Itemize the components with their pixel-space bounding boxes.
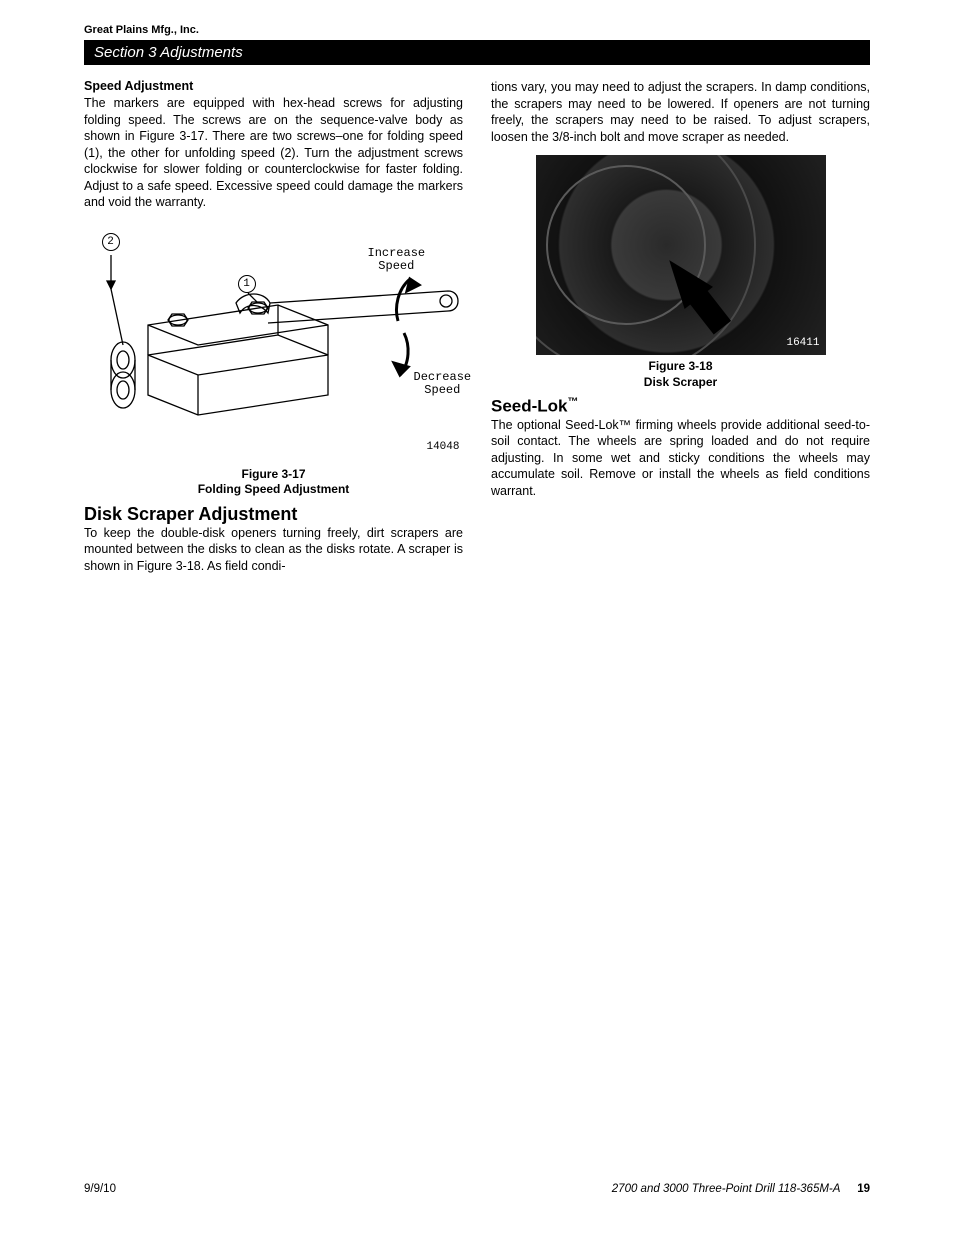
callout-1: 1	[238, 275, 256, 293]
disk-scraper-body-cont: tions vary, you may need to adjust the s…	[491, 79, 870, 145]
trademark-icon: ™	[568, 396, 579, 408]
footer-page-number: 19	[857, 1183, 870, 1195]
footer-manual: 2700 and 3000 Three-Point Drill 118-365M…	[612, 1183, 840, 1195]
figure-3-18-caption: Figure 3-18 Disk Scraper	[491, 359, 870, 390]
figure-3-18-image: 16411	[536, 155, 826, 355]
figure-3-17-caption-a: Figure 3-17	[241, 467, 305, 481]
company-name: Great Plains Mfg., Inc.	[84, 24, 870, 36]
figure-3-18: 16411 Figure 3-18 Disk Scraper	[491, 155, 870, 390]
section-bar: Section 3 Adjustments	[84, 40, 870, 65]
disk-scraper-body: To keep the double-disk openers turning …	[84, 525, 463, 575]
figure-3-17-imagenum: 14048	[426, 441, 459, 453]
figure-3-17-caption-b: Folding Speed Adjustment	[198, 482, 350, 496]
footer-right: 2700 and 3000 Three-Point Drill 118-365M…	[612, 1183, 870, 1195]
seed-lok-heading-text: Seed-Lok	[491, 397, 568, 416]
figure-3-18-caption-a: Figure 3-18	[648, 359, 712, 373]
page-root: Great Plains Mfg., Inc. Section 3 Adjust…	[0, 0, 954, 574]
disk-scraper-heading: Disk Scraper Adjustment	[84, 504, 463, 525]
figure-3-18-caption-b: Disk Scraper	[644, 375, 717, 389]
figure-3-17: 2 1 Increase Speed Decrease Speed 14048 …	[84, 225, 463, 498]
figure-3-17-caption: Figure 3-17 Folding Speed Adjustment	[84, 467, 463, 498]
page-footer: 9/9/10 2700 and 3000 Three-Point Drill 1…	[84, 1183, 870, 1195]
speed-adjust-heading: Speed Adjustment	[84, 79, 463, 93]
left-column: Speed Adjustment The markers are equippe…	[84, 79, 463, 574]
footer-date: 9/9/10	[84, 1183, 116, 1195]
right-column: tions vary, you may need to adjust the s…	[491, 79, 870, 574]
two-column-layout: Speed Adjustment The markers are equippe…	[84, 79, 870, 574]
decrease-speed-label: Decrease Speed	[414, 371, 472, 397]
seed-lok-heading: Seed-Lok™	[491, 396, 870, 417]
figure-3-18-imagenum: 16411	[786, 337, 819, 349]
increase-speed-label: Increase Speed	[368, 247, 426, 273]
callout-2: 2	[102, 233, 120, 251]
figure-3-17-image: 2 1 Increase Speed Decrease Speed 14048	[88, 225, 460, 449]
speed-adjust-body: The markers are equipped with hex-head s…	[84, 95, 463, 211]
seed-lok-body: The optional Seed-Lok™ firming wheels pr…	[491, 417, 870, 500]
